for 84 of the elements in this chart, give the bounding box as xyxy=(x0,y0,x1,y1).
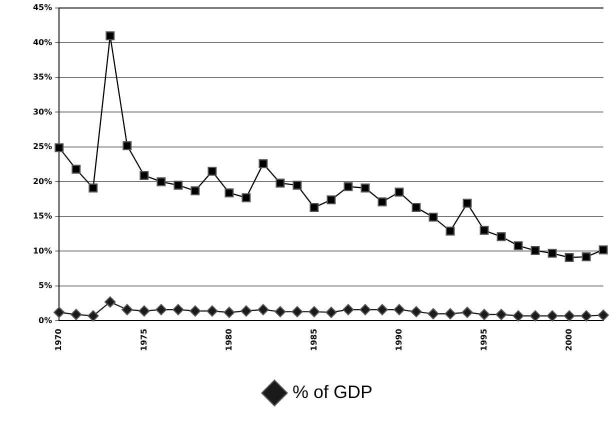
point xyxy=(224,306,235,318)
point xyxy=(530,310,541,322)
x-tick-label: 2000 xyxy=(564,328,574,351)
point xyxy=(190,186,200,196)
point xyxy=(258,304,269,316)
y-tick-label: 25% xyxy=(32,142,52,152)
x-tick-label: 1970 xyxy=(54,328,64,351)
y-tick-label: 35% xyxy=(32,72,52,82)
point xyxy=(360,304,371,316)
y-tick-label: 45% xyxy=(32,3,52,12)
point xyxy=(190,305,201,317)
y-tick-label: 30% xyxy=(32,107,52,116)
point xyxy=(548,248,557,258)
x-tick-label: 1990 xyxy=(394,328,404,351)
point xyxy=(394,188,404,197)
point xyxy=(224,188,234,198)
point xyxy=(412,202,421,212)
point xyxy=(376,304,388,316)
point xyxy=(70,308,82,320)
point xyxy=(378,197,387,206)
point xyxy=(496,232,506,242)
point xyxy=(292,180,302,190)
y-tick-label: 20% xyxy=(32,176,52,186)
point xyxy=(462,198,472,208)
point xyxy=(54,306,65,318)
point xyxy=(88,310,99,322)
x-tick-label: 1995 xyxy=(479,328,488,351)
point xyxy=(428,212,438,222)
point xyxy=(428,308,439,320)
point xyxy=(344,182,353,192)
point xyxy=(208,166,217,176)
point xyxy=(122,141,132,150)
y-tick-label: 5% xyxy=(38,281,52,290)
y-tick-label: 15% xyxy=(32,212,52,221)
point xyxy=(54,143,64,152)
point xyxy=(88,184,98,192)
point xyxy=(462,306,473,318)
point xyxy=(326,306,337,318)
point xyxy=(156,177,166,186)
point xyxy=(174,180,183,190)
point xyxy=(478,308,490,320)
point xyxy=(156,304,167,316)
point xyxy=(292,306,303,318)
point xyxy=(582,252,591,262)
point xyxy=(514,241,523,250)
y-tick-label: 0% xyxy=(38,316,52,325)
point xyxy=(276,178,285,188)
x-tick-label: 1980 xyxy=(224,328,234,351)
point xyxy=(598,245,608,254)
point xyxy=(242,193,251,202)
point xyxy=(310,202,319,212)
point xyxy=(410,306,422,318)
point xyxy=(512,310,524,322)
y-tick-label: 40% xyxy=(32,38,52,47)
point xyxy=(104,296,116,308)
point xyxy=(546,310,558,322)
x-tick-label: 1975 xyxy=(139,328,148,351)
point xyxy=(394,304,405,316)
point xyxy=(360,184,370,192)
point xyxy=(106,31,115,40)
point xyxy=(564,253,574,262)
point xyxy=(274,306,286,318)
point xyxy=(444,308,456,320)
point xyxy=(138,305,150,317)
point xyxy=(122,304,133,316)
point xyxy=(326,195,336,204)
legend-label: % of GDP xyxy=(292,382,373,402)
point xyxy=(446,226,455,236)
point xyxy=(480,226,489,235)
point xyxy=(72,164,81,174)
point xyxy=(140,171,149,180)
point xyxy=(240,305,252,317)
point xyxy=(564,310,575,322)
point xyxy=(530,246,540,256)
y-tick-label: 10% xyxy=(32,246,52,256)
point xyxy=(308,306,320,318)
point xyxy=(598,310,609,321)
point xyxy=(496,308,507,320)
point xyxy=(580,310,592,322)
point xyxy=(342,304,354,316)
point xyxy=(172,304,184,316)
point xyxy=(206,305,218,317)
point xyxy=(258,159,268,168)
x-tick-label: 1985 xyxy=(309,328,318,351)
